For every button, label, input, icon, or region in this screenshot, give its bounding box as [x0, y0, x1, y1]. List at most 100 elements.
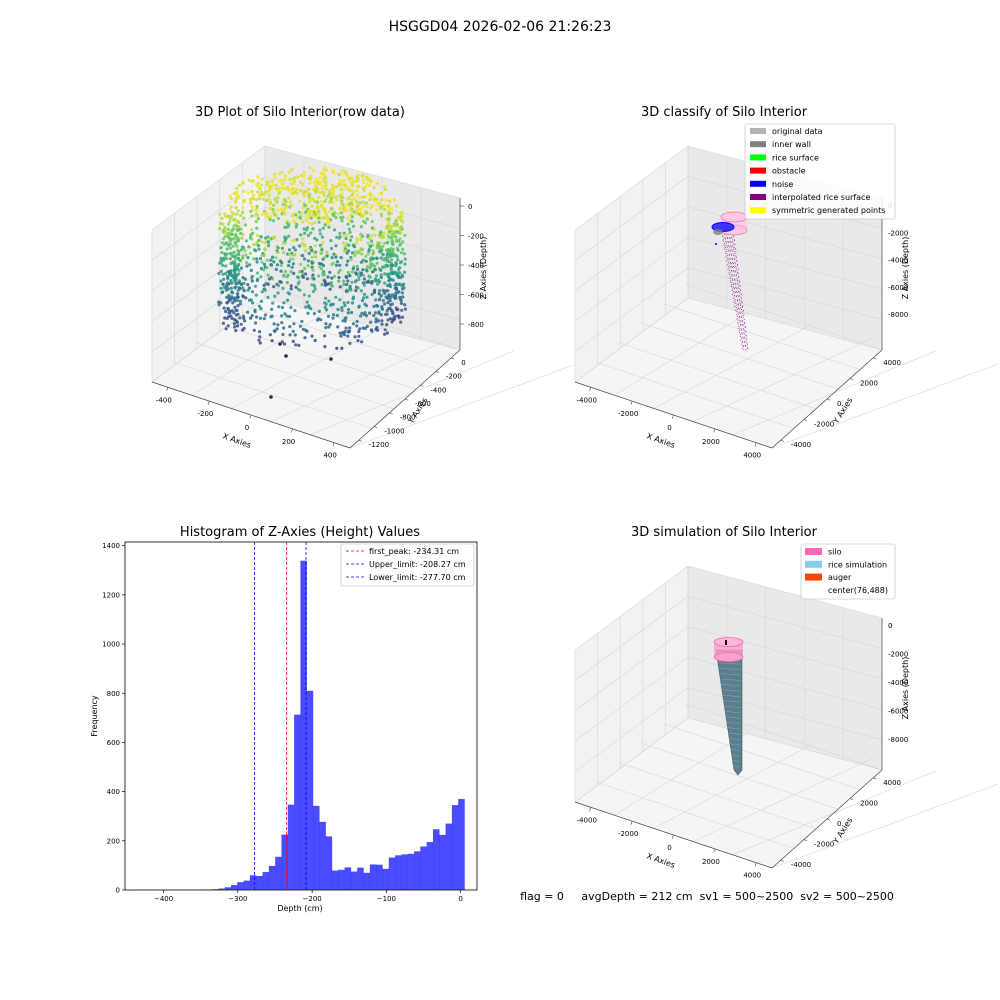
- data-point: [383, 207, 387, 211]
- data-point: [223, 316, 227, 320]
- data-point: [345, 275, 349, 280]
- data-point: [354, 189, 359, 193]
- interpolated-ring: [732, 292, 742, 297]
- data-point: [342, 283, 346, 287]
- data-point: [255, 271, 260, 275]
- data-point: [241, 286, 245, 290]
- data-point: [256, 233, 260, 237]
- data-point: [337, 212, 341, 216]
- data-point: [270, 307, 274, 311]
- data-point: [368, 237, 372, 241]
- legend-swatch: [805, 573, 822, 581]
- histogram-bar: [344, 867, 352, 890]
- data-point: [335, 313, 339, 318]
- data-point: [250, 179, 254, 184]
- data-point: [399, 211, 403, 215]
- data-point: [340, 346, 344, 350]
- data-point: [311, 273, 315, 277]
- data-point: [351, 267, 355, 271]
- tick-label: -2000: [618, 830, 638, 838]
- raw-point-cloud: [217, 166, 407, 399]
- data-point: [310, 222, 314, 226]
- data-point: [395, 288, 399, 292]
- data-point: [287, 188, 291, 192]
- data-point: [320, 283, 324, 287]
- data-point: [229, 279, 233, 283]
- data-point: [317, 216, 321, 220]
- grid-line: [653, 744, 813, 829]
- data-point: [271, 210, 275, 215]
- data-point: [355, 324, 359, 328]
- tick-label: 2000: [702, 858, 720, 866]
- data-point: [358, 208, 362, 212]
- data-point: [392, 224, 396, 228]
- data-point: [350, 235, 354, 239]
- tick-label: 400: [323, 452, 336, 460]
- data-point: [386, 226, 390, 231]
- data-point: [314, 255, 318, 259]
- data-point: [283, 187, 287, 191]
- data-point: [328, 270, 332, 274]
- data-point: [267, 180, 271, 184]
- data-point: [335, 346, 339, 350]
- data-point: [394, 219, 398, 223]
- data-point: [368, 198, 372, 202]
- data-point: [289, 270, 293, 274]
- data-point: [233, 299, 237, 303]
- data-point: [384, 217, 389, 221]
- data-point: [387, 260, 391, 264]
- data-point: [363, 221, 367, 225]
- data-point: [344, 184, 348, 188]
- data-point: [394, 204, 398, 208]
- histogram-bar: [388, 857, 396, 890]
- tick-label: 1400: [102, 542, 120, 550]
- rice-mesh-line: [724, 711, 741, 714]
- data-point: [245, 264, 249, 268]
- data-point: [329, 303, 333, 307]
- simulation-legend: silo rice simulation auger center(76,488): [800, 543, 896, 600]
- data-point: [256, 213, 260, 217]
- data-point: [246, 288, 250, 292]
- tick-label: -800: [468, 321, 484, 329]
- data-point: [360, 252, 364, 256]
- data-point: [361, 273, 365, 277]
- data-point: [381, 253, 385, 257]
- rice-mesh-line: [727, 732, 741, 735]
- data-point: [340, 169, 344, 173]
- data-point: [324, 197, 328, 201]
- data-point: [380, 307, 384, 311]
- data-point: [254, 249, 258, 253]
- data-point: [381, 235, 385, 239]
- rice-mesh-line: [719, 678, 742, 681]
- tick-label: 0: [245, 424, 249, 432]
- data-point: [312, 251, 316, 255]
- data-point: [276, 291, 280, 295]
- data-point: [348, 212, 353, 217]
- data-point: [224, 288, 228, 292]
- data-point: [375, 198, 379, 202]
- data-point: [287, 196, 291, 200]
- data-point: [223, 230, 227, 234]
- tick-mark: [873, 777, 877, 780]
- data-point: [317, 195, 321, 200]
- data-point: [350, 280, 354, 284]
- data-point: [395, 255, 399, 259]
- data-point: [249, 316, 253, 320]
- data-point: [313, 287, 317, 291]
- data-point: [355, 319, 359, 324]
- data-point: [338, 231, 342, 235]
- tick-label: 0: [468, 203, 472, 211]
- data-point: [260, 290, 264, 294]
- data-point: [329, 197, 333, 201]
- grid-line: [151, 267, 266, 352]
- data-point: [321, 186, 325, 190]
- data-point: [399, 320, 403, 324]
- data-point: [380, 265, 385, 269]
- tick-label: -200: [468, 233, 484, 241]
- data-point: [350, 215, 354, 219]
- data-point: [321, 273, 325, 277]
- data-point: [259, 299, 264, 303]
- interpolated-ring: [740, 341, 748, 346]
- data-point: [370, 292, 374, 296]
- data-point: [326, 194, 330, 198]
